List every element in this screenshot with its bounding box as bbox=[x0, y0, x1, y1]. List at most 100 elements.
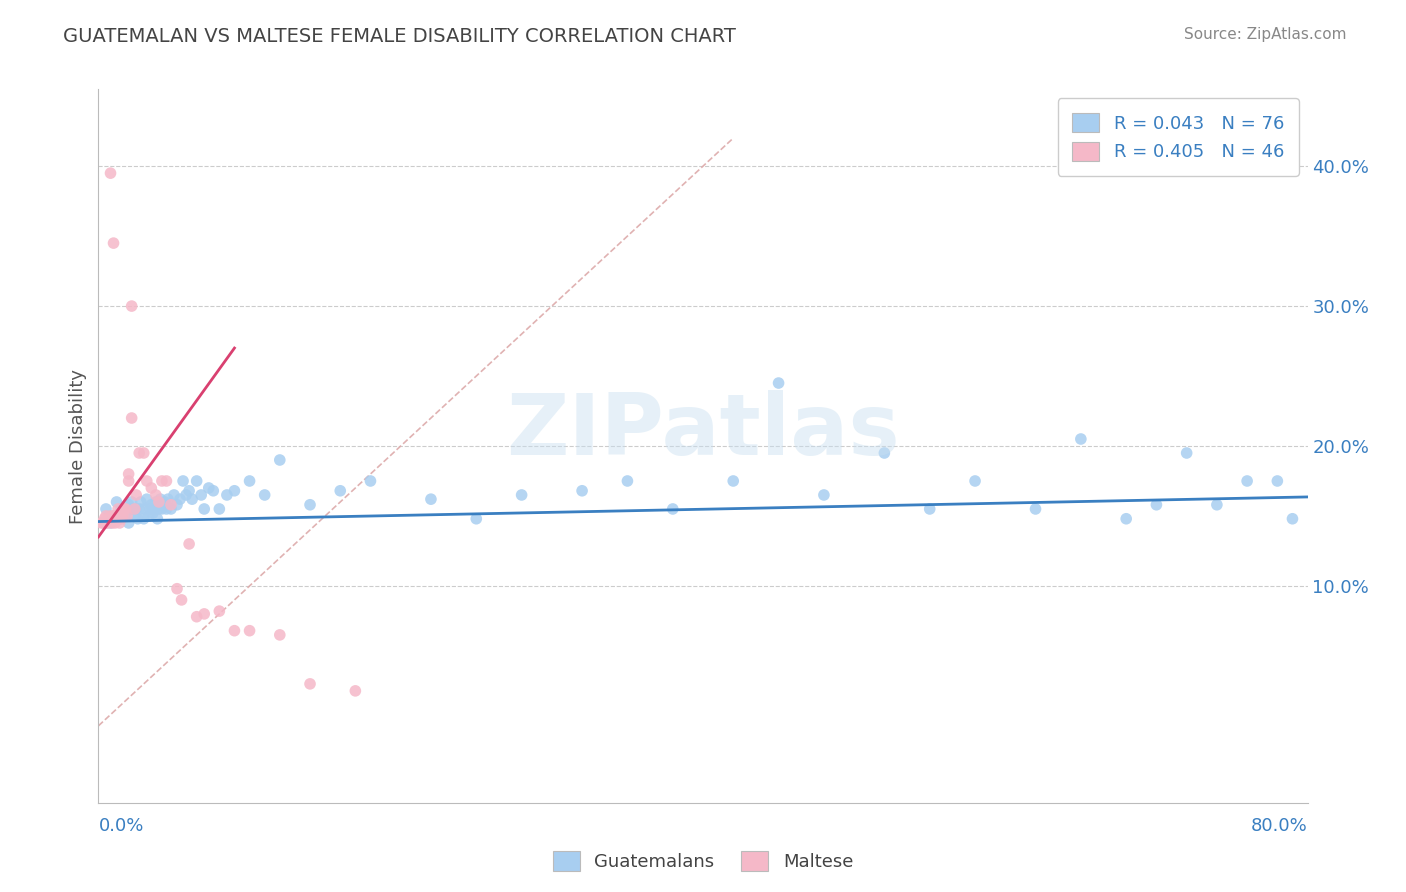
Point bbox=[148, 502, 170, 516]
Text: GUATEMALAN VS MALTESE FEMALE DISABILITY CORRELATION CHART: GUATEMALAN VS MALTESE FEMALE DISABILITY … bbox=[63, 27, 737, 45]
Point bbox=[121, 299, 143, 313]
Point bbox=[146, 512, 169, 526]
Point bbox=[118, 516, 141, 530]
Point bbox=[94, 516, 117, 530]
Point bbox=[91, 516, 114, 530]
Point bbox=[179, 537, 201, 551]
Point bbox=[179, 483, 201, 498]
Point bbox=[344, 684, 367, 698]
Point bbox=[155, 502, 177, 516]
Point bbox=[100, 516, 122, 530]
Point bbox=[118, 467, 141, 481]
Point bbox=[190, 488, 212, 502]
Point bbox=[873, 446, 896, 460]
Point bbox=[132, 512, 155, 526]
Point bbox=[360, 474, 382, 488]
Point bbox=[118, 474, 141, 488]
Point bbox=[269, 628, 291, 642]
Point bbox=[465, 512, 488, 526]
Point bbox=[253, 488, 276, 502]
Point bbox=[1206, 498, 1229, 512]
Point bbox=[174, 488, 197, 502]
Point bbox=[616, 474, 638, 488]
Point bbox=[105, 495, 128, 509]
Point bbox=[571, 483, 593, 498]
Point bbox=[127, 512, 149, 526]
Point bbox=[110, 506, 132, 520]
Point bbox=[1267, 474, 1289, 488]
Point bbox=[114, 502, 136, 516]
Point bbox=[121, 495, 143, 509]
Point bbox=[115, 508, 138, 523]
Point bbox=[181, 492, 204, 507]
Text: Source: ZipAtlas.com: Source: ZipAtlas.com bbox=[1184, 27, 1347, 42]
Point bbox=[111, 508, 134, 523]
Point bbox=[918, 502, 941, 516]
Point bbox=[136, 508, 159, 523]
Point bbox=[420, 492, 443, 507]
Point bbox=[128, 502, 150, 516]
Point bbox=[103, 508, 125, 523]
Point bbox=[193, 607, 215, 621]
Point bbox=[208, 502, 231, 516]
Point bbox=[239, 474, 262, 488]
Text: ZIPatlas: ZIPatlas bbox=[506, 390, 900, 474]
Point bbox=[141, 481, 163, 495]
Point bbox=[768, 376, 790, 390]
Point bbox=[215, 488, 238, 502]
Point bbox=[100, 166, 122, 180]
Point bbox=[510, 488, 533, 502]
Point bbox=[145, 488, 167, 502]
Point bbox=[107, 502, 129, 516]
Legend: Guatemalans, Maltese: Guatemalans, Maltese bbox=[546, 844, 860, 879]
Point bbox=[224, 483, 246, 498]
Point bbox=[110, 512, 132, 526]
Point bbox=[110, 502, 132, 516]
Point bbox=[202, 483, 225, 498]
Point bbox=[1115, 512, 1137, 526]
Point bbox=[94, 502, 117, 516]
Point bbox=[105, 512, 128, 526]
Point bbox=[96, 516, 118, 530]
Point bbox=[170, 593, 193, 607]
Point bbox=[193, 502, 215, 516]
Point bbox=[150, 502, 173, 516]
Point bbox=[98, 512, 121, 526]
Point bbox=[186, 474, 208, 488]
Point bbox=[124, 508, 146, 523]
Point bbox=[166, 582, 188, 596]
Point bbox=[208, 604, 231, 618]
Point bbox=[121, 411, 143, 425]
Point bbox=[125, 502, 148, 516]
Point bbox=[93, 512, 115, 526]
Point bbox=[94, 508, 117, 523]
Point bbox=[153, 495, 176, 509]
Point bbox=[101, 516, 124, 530]
Point bbox=[122, 502, 145, 516]
Text: 0.0%: 0.0% bbox=[98, 817, 143, 835]
Point bbox=[155, 474, 177, 488]
Point bbox=[163, 488, 186, 502]
Point bbox=[103, 512, 125, 526]
Point bbox=[143, 502, 166, 516]
Point bbox=[160, 498, 183, 512]
Point bbox=[813, 488, 835, 502]
Point bbox=[160, 502, 183, 516]
Point bbox=[299, 498, 322, 512]
Point bbox=[142, 506, 165, 520]
Point bbox=[224, 624, 246, 638]
Point bbox=[1144, 498, 1167, 512]
Text: 80.0%: 80.0% bbox=[1251, 817, 1308, 835]
Point bbox=[149, 492, 172, 507]
Point bbox=[145, 495, 167, 509]
Point bbox=[129, 495, 152, 509]
Point bbox=[112, 502, 135, 516]
Point bbox=[186, 609, 208, 624]
Point bbox=[299, 677, 322, 691]
Point bbox=[166, 498, 188, 512]
Point bbox=[141, 498, 163, 512]
Point bbox=[135, 492, 157, 507]
Point bbox=[172, 474, 194, 488]
Point bbox=[965, 474, 987, 488]
Point bbox=[100, 508, 122, 523]
